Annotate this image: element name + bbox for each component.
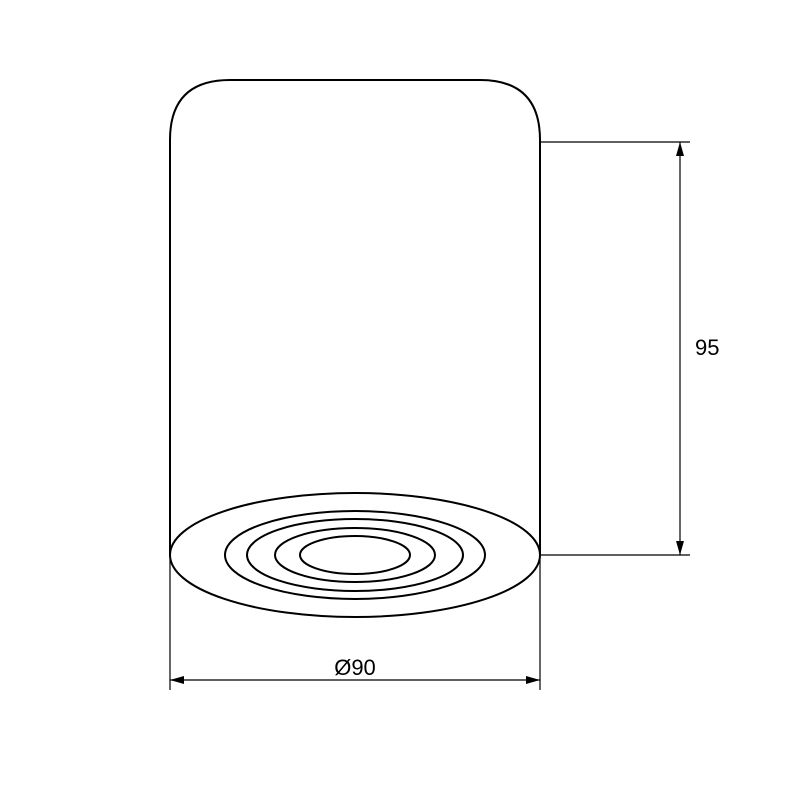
dimension-arrow (676, 541, 684, 555)
dimension-arrow (170, 676, 184, 684)
cylinder-body (170, 80, 540, 555)
diameter-dim-label: Ø90 (334, 655, 376, 680)
inner-ellipse-3 (300, 536, 410, 574)
dimension-arrow (676, 142, 684, 156)
dimension-arrow (526, 676, 540, 684)
height-dim-label: 95 (695, 335, 719, 360)
technical-drawing: 95 Ø90 (0, 0, 800, 800)
inner-ellipse-1 (247, 519, 463, 591)
inner-ellipse-0 (225, 511, 485, 599)
